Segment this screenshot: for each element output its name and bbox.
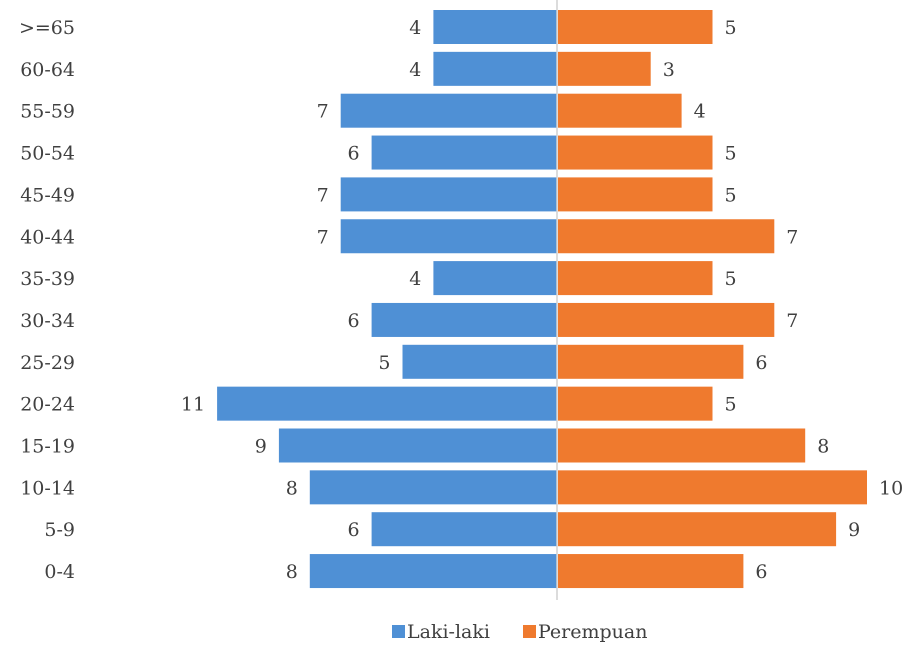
series-laki-laki	[217, 10, 557, 589]
bar-laki-laki	[340, 177, 557, 212]
bar-perempuan	[558, 261, 713, 296]
data-label-laki-laki: 6	[348, 519, 360, 541]
data-label-perempuan: 6	[755, 352, 767, 374]
data-label-perempuan: 4	[694, 101, 706, 123]
category-label: 15-19	[20, 436, 75, 458]
category-label: 50-54	[20, 143, 75, 165]
data-label-perempuan: 3	[663, 59, 675, 81]
data-label-laki-laki: 8	[286, 477, 298, 499]
bar-laki-laki	[371, 302, 557, 337]
data-label-perempuan: 8	[817, 436, 829, 458]
data-label-perempuan: 6	[755, 561, 767, 583]
category-label: 45-49	[20, 184, 75, 206]
data-label-perempuan: 10	[879, 477, 903, 499]
bar-laki-laki	[433, 51, 557, 86]
category-label: >=65	[19, 17, 75, 39]
data-label-laki-laki: 8	[286, 561, 298, 583]
data-label-perempuan: 5	[725, 184, 737, 206]
legend: Laki-laki Perempuan	[392, 621, 647, 643]
legend-swatch-laki-laki	[392, 625, 405, 638]
category-label: 55-59	[20, 101, 75, 123]
data-label-perempuan: 7	[786, 226, 798, 248]
data-label-perempuan: 5	[725, 17, 737, 39]
bar-laki-laki	[433, 261, 557, 296]
category-label: 20-24	[20, 394, 75, 416]
data-labels: 4 54 37 46 57 57 74 56 75 611 59 88 106 98 6	[181, 17, 903, 583]
data-label-perempuan: 5	[725, 268, 737, 290]
category-label: 25-29	[20, 352, 75, 374]
data-label-laki-laki: 4	[409, 59, 421, 81]
series-perempuan	[558, 10, 867, 589]
category-label: 40-44	[20, 226, 75, 248]
bar-laki-laki	[217, 386, 557, 421]
bar-laki-laki	[433, 10, 557, 44]
bar-perempuan	[558, 344, 744, 379]
bar-perempuan	[558, 10, 713, 44]
bar-perempuan	[558, 386, 713, 421]
bar-laki-laki	[340, 93, 557, 128]
category-label: 60-64	[20, 59, 75, 81]
data-label-laki-laki: 9	[255, 436, 267, 458]
data-label-perempuan: 5	[725, 394, 737, 416]
data-label-laki-laki: 4	[409, 268, 421, 290]
legend-label-perempuan: Perempuan	[538, 621, 647, 643]
bar-laki-laki	[340, 219, 557, 254]
bar-laki-laki	[402, 344, 557, 379]
category-label: 30-34	[20, 310, 75, 332]
data-label-perempuan: 7	[786, 310, 798, 332]
category-labels: >=65 60-64 55-59 50-54 45-49 40-44 35-39 30-34 2…	[19, 17, 75, 583]
category-label: 35-39	[20, 268, 75, 290]
bar-perempuan	[558, 93, 682, 128]
legend-swatch-perempuan	[523, 625, 536, 638]
bar-laki-laki	[371, 135, 557, 170]
bar-laki-laki	[371, 512, 557, 547]
bar-laki-laki	[278, 428, 557, 463]
bar-perempuan	[558, 470, 867, 505]
category-label: 10-14	[20, 477, 75, 499]
bar-perempuan	[558, 177, 713, 212]
bar-perempuan	[558, 302, 775, 337]
data-label-laki-laki: 4	[409, 17, 421, 39]
data-label-laki-laki: 7	[317, 184, 329, 206]
bar-perempuan	[558, 219, 775, 254]
data-label-perempuan: 5	[725, 143, 737, 165]
bar-perempuan	[558, 428, 806, 463]
data-label-laki-laki: 7	[317, 101, 329, 123]
category-label: 0-4	[44, 561, 75, 583]
data-label-laki-laki: 6	[348, 143, 360, 165]
bar-laki-laki	[309, 470, 557, 505]
category-label: 5-9	[44, 519, 75, 541]
legend-label-laki-laki: Laki-laki	[407, 621, 490, 643]
bar-perempuan	[558, 135, 713, 170]
bar-perempuan	[558, 554, 744, 589]
bar-perempuan	[558, 51, 651, 86]
data-label-laki-laki: 7	[317, 226, 329, 248]
data-label-perempuan: 9	[848, 519, 860, 541]
bar-laki-laki	[309, 554, 557, 589]
data-label-laki-laki: 11	[181, 394, 205, 416]
data-label-laki-laki: 6	[348, 310, 360, 332]
bar-perempuan	[558, 512, 837, 547]
data-label-laki-laki: 5	[378, 352, 390, 374]
